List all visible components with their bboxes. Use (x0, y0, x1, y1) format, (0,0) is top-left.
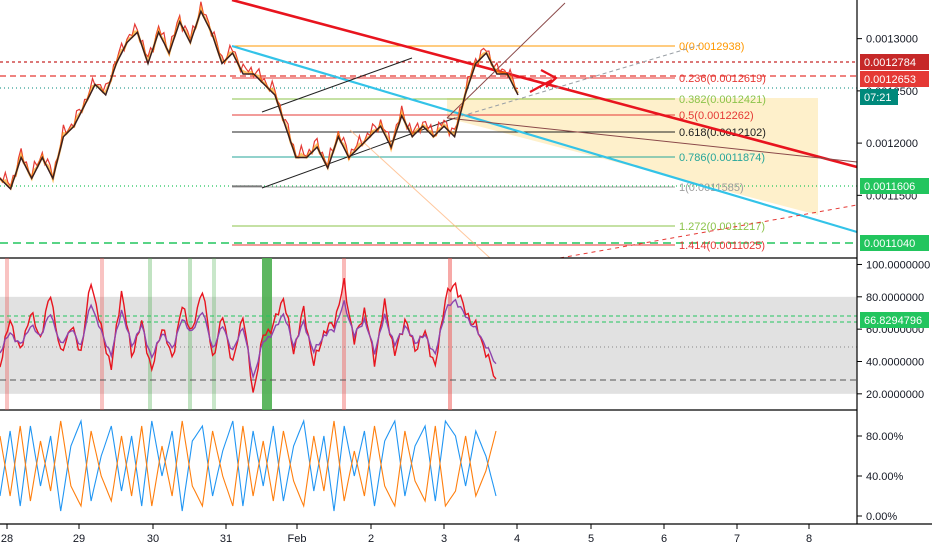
y-tick-label: 40.0000000 (866, 356, 924, 368)
x-tick-label: 8 (806, 533, 812, 545)
y-tick-label: 0.0012000 (866, 138, 918, 150)
fib-level-label: 0.618(0.0012102) (679, 127, 766, 139)
rsi-signal-line (0, 298, 497, 380)
orange-fan-line (349, 129, 491, 259)
fib-level-label: 0.5(0.0012262) (679, 110, 754, 122)
price-badge (860, 54, 929, 70)
price-axis-background (857, 0, 932, 524)
x-tick-label: 7 (734, 533, 740, 545)
x-axis-ticks[interactable]: 28 29 30 31 Feb 2 3 4 5 6 7 8 (1, 524, 812, 545)
y-tick-label: 40.00% (866, 471, 904, 483)
rsi-highlight-bar (188, 258, 192, 410)
price-badge-label: 0.0011606 (864, 181, 915, 193)
x-tick-label: 5 (588, 533, 594, 545)
x-tick-label: 30 (147, 533, 159, 545)
price-badge (860, 71, 929, 87)
stoch-k-line (0, 418, 497, 512)
cyan-trendline[interactable] (231, 44, 858, 234)
x-tick-label: 28 (1, 533, 13, 545)
price-badge-label: 0.0011040 (864, 238, 915, 250)
price-pane[interactable]: 0(0.0012938) 0.236(0.0012619) 0.382(0.0012… (0, 0, 858, 259)
y-tick-label: 80.00% (866, 431, 904, 443)
fib-level-label: 0.236(0.0012619) (679, 73, 766, 85)
x-tick-label: 29 (73, 533, 85, 545)
stoch-d-line (0, 420, 497, 509)
rsi-badge (860, 312, 929, 328)
rsi-highlight-bar (212, 258, 216, 410)
price-badge (860, 178, 929, 194)
x-tick-label: 6 (661, 533, 667, 545)
rsi-highlight-bar (148, 258, 152, 410)
y-tick-label: 80.0000000 (866, 292, 924, 304)
rsi-highlight-bar (5, 258, 9, 410)
channel-lower-line[interactable] (261, 117, 456, 189)
fib-level-label: 0(0.0012938) (679, 41, 744, 53)
rsi-highlight-bar (448, 258, 452, 410)
x-tick-label: 3 (441, 533, 447, 545)
price-badges: 0.0012784 0.0012653 07:21 0.0011606 0.001104… (860, 54, 929, 328)
rsi-pane[interactable] (0, 258, 857, 410)
brown-projection-line[interactable] (446, 2, 566, 119)
price-badge (860, 235, 929, 251)
x-tick-label: Feb (288, 533, 307, 545)
y-tick-label: 0.0013000 (866, 34, 918, 46)
x-tick-label: 31 (220, 533, 232, 545)
fib-level-label: 0.786(0.0011874) (679, 152, 765, 164)
brown-lower-line[interactable] (446, 117, 858, 163)
stoch-pane[interactable] (0, 418, 497, 512)
rsi-badge-label: 66.8294796 (864, 315, 922, 327)
rsi-highlight-bar (262, 258, 272, 410)
fib-level-label: 0.382(0.0012421) (679, 94, 766, 106)
red-arrow-annotation (529, 69, 558, 93)
rsi-highlight-bar (342, 258, 346, 410)
price-badge-label: 0.0012653 (864, 74, 916, 86)
y-tick-label: 0.00% (866, 511, 897, 523)
red-dashed-projection (559, 204, 858, 259)
channel-upper-line[interactable] (261, 57, 413, 113)
x-tick-label: 2 (368, 533, 374, 545)
fib-level-label: 1.272(0.0011217) (679, 221, 765, 233)
price-badge-label: 07:21 (864, 92, 892, 104)
x-tick-label: 4 (514, 533, 520, 545)
ema-dark-line (0, 9, 519, 191)
y-tick-label: 100.0000000 (866, 259, 930, 271)
price-badge (860, 89, 898, 105)
gray-dashed-projection (454, 44, 701, 119)
y-tick-label: 20.0000000 (866, 389, 924, 401)
price-badge-label: 0.0012784 (864, 57, 916, 69)
fib-level-label: 1.414(0.0011025) (679, 240, 765, 252)
